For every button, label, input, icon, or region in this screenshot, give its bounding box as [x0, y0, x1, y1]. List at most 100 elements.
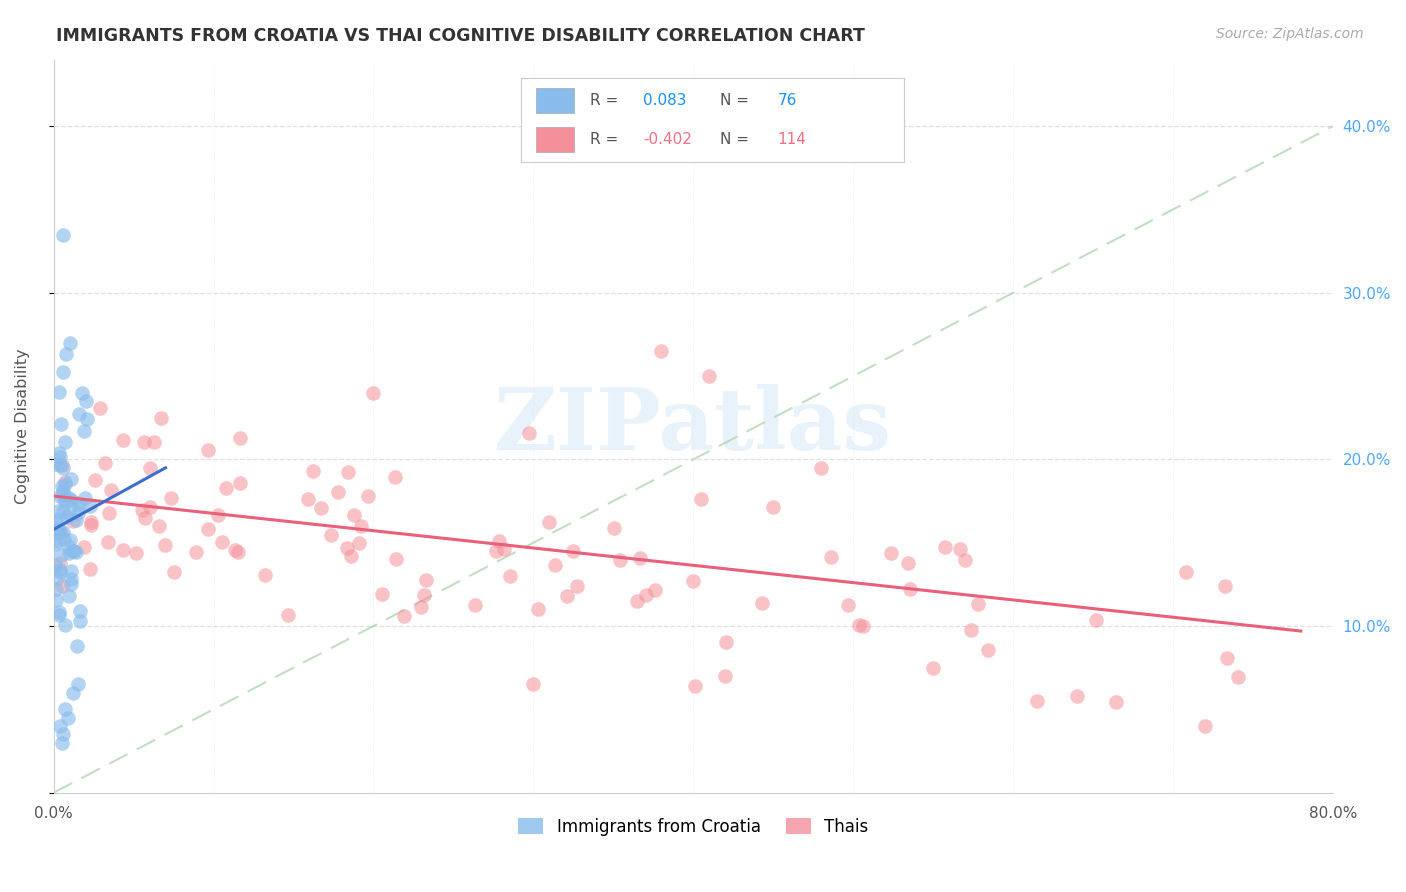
Immigrants from Croatia [45, 582, 67, 596]
Thais [84, 473, 107, 487]
Thais [852, 619, 875, 633]
Thais [138, 461, 160, 475]
Thais [297, 492, 319, 507]
Thais [80, 515, 103, 529]
Thais [682, 574, 704, 588]
Thais [340, 549, 363, 564]
Thais [543, 558, 565, 573]
Immigrants from Croatia [52, 483, 75, 498]
Thais [977, 643, 1000, 657]
Immigrants from Croatia [49, 489, 72, 503]
Thais [485, 544, 508, 558]
Thais [953, 553, 976, 567]
Immigrants from Croatia [52, 727, 75, 741]
Immigrants from Croatia [59, 576, 82, 591]
Immigrants from Croatia [51, 460, 73, 475]
Immigrants from Croatia [59, 533, 82, 547]
Thais [879, 546, 901, 560]
Immigrants from Croatia [52, 487, 75, 501]
Thais [609, 552, 631, 566]
Thais [143, 434, 166, 449]
Immigrants from Croatia [60, 564, 83, 578]
Thais [337, 466, 360, 480]
Thais [342, 508, 364, 522]
Thais [1105, 695, 1128, 709]
Thais [302, 464, 325, 478]
Thais [51, 458, 73, 472]
Thais [125, 546, 148, 560]
Thais [328, 485, 350, 500]
Thais [1216, 651, 1239, 665]
Thais [384, 470, 406, 484]
Thais [411, 599, 433, 614]
Thais [1194, 719, 1216, 733]
Immigrants from Croatia [49, 719, 72, 733]
Immigrants from Croatia [75, 394, 97, 409]
Thais [392, 609, 415, 624]
Immigrants from Croatia [59, 572, 82, 586]
Thais [49, 526, 72, 541]
Thais [1084, 613, 1107, 627]
Immigrants from Croatia [45, 592, 67, 607]
Immigrants from Croatia [52, 365, 75, 379]
Thais [51, 579, 73, 593]
Thais [690, 492, 713, 507]
Thais [697, 369, 720, 384]
Thais [215, 481, 238, 495]
Thais [934, 540, 956, 554]
Thais [207, 508, 229, 523]
Immigrants from Croatia [58, 589, 80, 603]
Thais [132, 434, 155, 449]
Thais [522, 677, 544, 691]
Thais [160, 491, 183, 505]
Thais [751, 596, 773, 610]
Thais [820, 550, 842, 565]
Thais [371, 587, 394, 601]
Thais [197, 443, 219, 458]
Immigrants from Croatia [52, 525, 75, 540]
Thais [628, 551, 651, 566]
Immigrants from Croatia [52, 227, 75, 242]
Thais [922, 661, 945, 675]
Thais [197, 521, 219, 535]
Immigrants from Croatia [69, 604, 91, 618]
Thais [960, 624, 983, 638]
Immigrants from Croatia [79, 499, 101, 513]
Thais [97, 506, 120, 520]
Immigrants from Croatia [58, 507, 80, 521]
Thais [226, 544, 249, 558]
Thais [49, 556, 72, 570]
Text: Source: ZipAtlas.com: Source: ZipAtlas.com [1216, 27, 1364, 41]
Immigrants from Croatia [44, 537, 66, 551]
Thais [527, 602, 550, 616]
Immigrants from Croatia [49, 450, 72, 464]
Thais [1175, 565, 1198, 579]
Immigrants from Croatia [62, 686, 84, 700]
Thais [650, 344, 672, 359]
Immigrants from Croatia [48, 605, 70, 619]
Immigrants from Croatia [72, 385, 94, 400]
Immigrants from Croatia [48, 521, 70, 535]
Immigrants from Croatia [66, 639, 89, 653]
Thais [336, 541, 359, 555]
Thais [97, 535, 120, 549]
Immigrants from Croatia [53, 702, 76, 716]
Thais [357, 490, 380, 504]
Immigrants from Croatia [53, 476, 76, 491]
Immigrants from Croatia [48, 608, 70, 623]
Thais [311, 500, 333, 515]
Thais [229, 476, 252, 491]
Thais [848, 618, 870, 632]
Immigrants from Croatia [75, 491, 97, 505]
Immigrants from Croatia [76, 412, 98, 426]
Thais [347, 535, 370, 549]
Thais [350, 519, 373, 533]
Immigrants from Croatia [56, 510, 79, 524]
Thais [714, 635, 737, 649]
Thais [229, 431, 252, 445]
Immigrants from Croatia [59, 335, 82, 350]
Thais [634, 588, 657, 602]
Thais [253, 567, 276, 582]
Thais [897, 556, 920, 570]
Immigrants from Croatia [58, 546, 80, 560]
